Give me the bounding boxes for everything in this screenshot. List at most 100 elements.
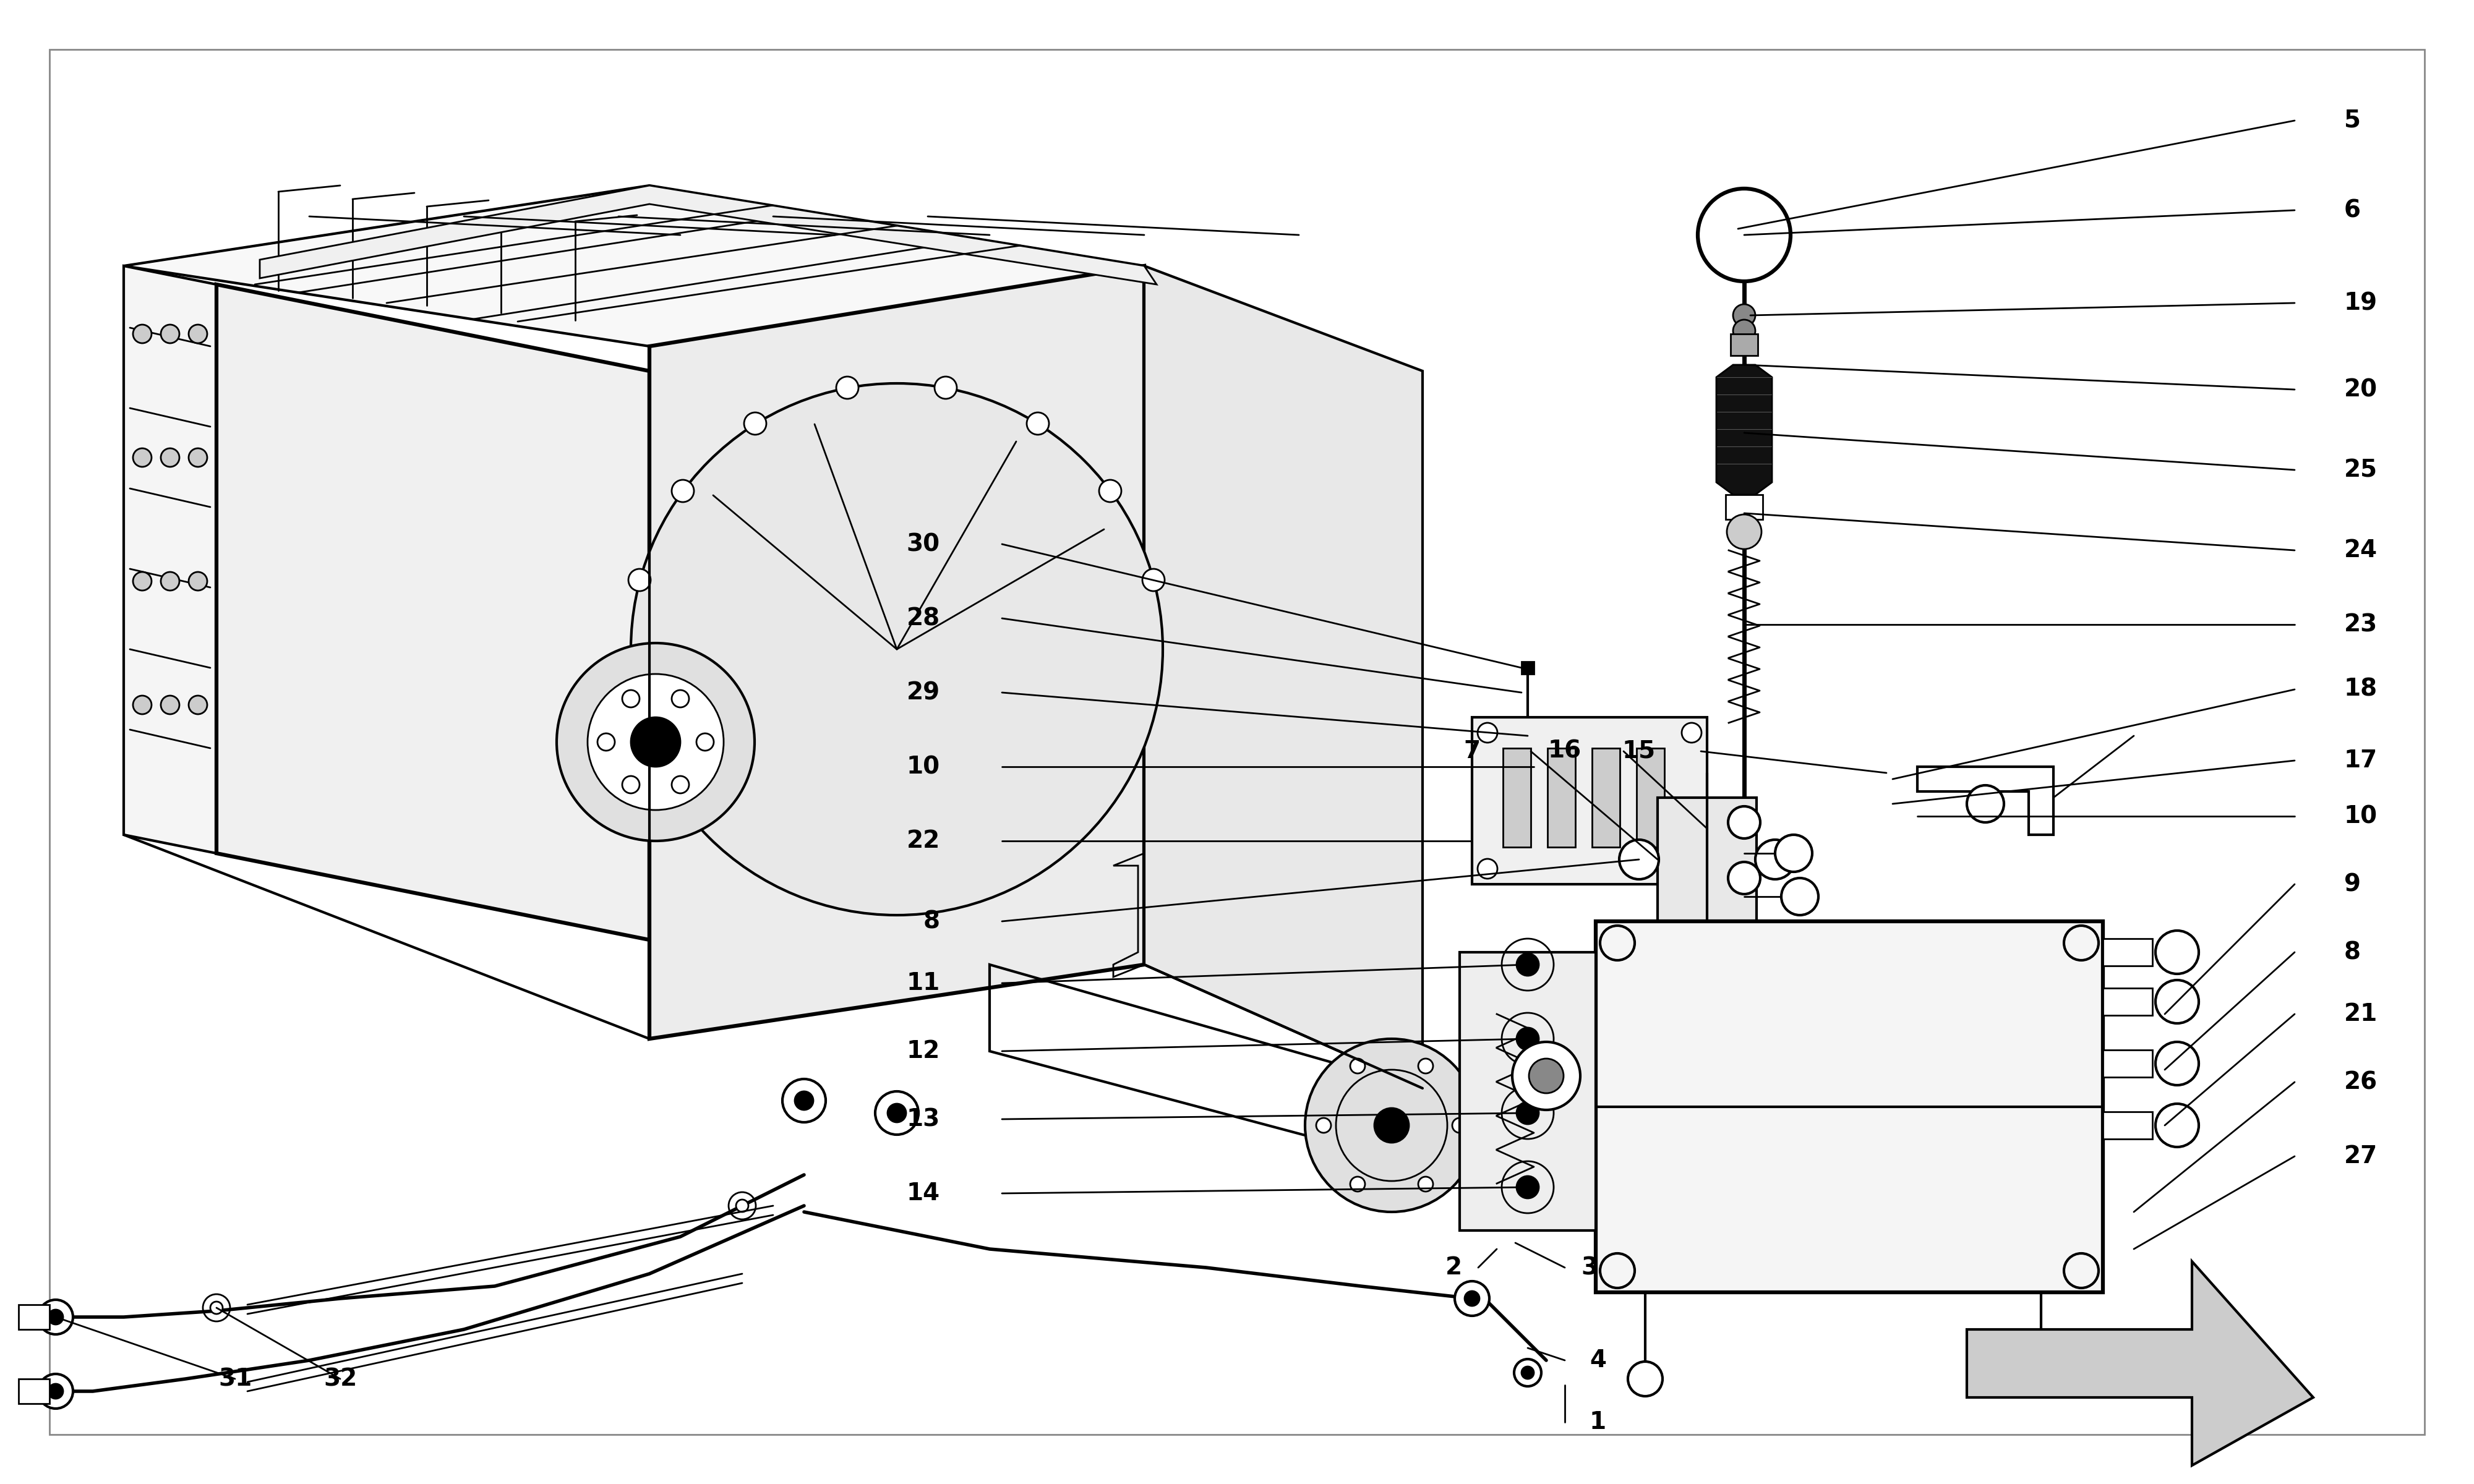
Text: 30: 30 [905,533,940,556]
Text: 26: 26 [2345,1070,2378,1094]
Circle shape [188,571,208,591]
Circle shape [1517,953,1539,976]
Circle shape [1618,840,1658,879]
Polygon shape [124,186,1143,346]
Circle shape [134,448,151,467]
Polygon shape [20,1304,49,1330]
Circle shape [2155,1104,2199,1147]
Text: 25: 25 [2345,459,2378,482]
Text: 27: 27 [2345,1144,2378,1168]
Text: 10: 10 [2345,804,2378,828]
Circle shape [1757,840,1796,879]
Circle shape [2155,1042,2199,1085]
Text: 14: 14 [905,1181,940,1205]
Text: 22: 22 [905,830,940,853]
Polygon shape [260,186,1158,285]
Circle shape [161,448,178,467]
Polygon shape [2103,1112,2152,1140]
Circle shape [188,696,208,714]
Circle shape [935,377,957,399]
Circle shape [49,1309,64,1324]
Text: 8: 8 [923,910,940,933]
Circle shape [888,1104,905,1122]
Circle shape [1727,806,1761,838]
Circle shape [1477,723,1497,742]
Polygon shape [1143,266,1423,1088]
Circle shape [628,568,651,591]
Circle shape [557,643,755,841]
Circle shape [836,377,858,399]
Circle shape [1418,1177,1432,1192]
Text: 5: 5 [2345,108,2360,132]
Text: 21: 21 [2345,1002,2378,1025]
Text: 8: 8 [2345,941,2360,965]
Circle shape [1967,785,2004,822]
Text: 32: 32 [324,1367,356,1391]
Circle shape [1512,1042,1581,1110]
Circle shape [1455,1281,1489,1316]
Text: 6: 6 [2345,199,2360,223]
Circle shape [1351,1177,1366,1192]
Polygon shape [124,266,218,853]
Circle shape [1529,1058,1564,1094]
Circle shape [1351,1058,1366,1073]
Circle shape [794,1091,814,1110]
Text: 16: 16 [1549,739,1581,763]
Circle shape [2155,979,2199,1024]
Circle shape [1727,862,1761,893]
Circle shape [161,325,178,343]
Polygon shape [1522,662,1534,674]
Circle shape [1732,304,1757,326]
Polygon shape [1727,494,1761,519]
Circle shape [40,1300,74,1334]
Circle shape [1517,1175,1539,1199]
Circle shape [1418,1058,1432,1073]
Text: 17: 17 [2345,749,2378,772]
Polygon shape [1732,334,1757,356]
Circle shape [1732,319,1757,341]
Circle shape [673,690,688,708]
Text: 31: 31 [218,1367,252,1391]
Circle shape [1776,834,1811,871]
Polygon shape [2103,988,2152,1015]
Text: 1: 1 [1588,1410,1606,1434]
Circle shape [188,448,208,467]
Circle shape [1682,859,1702,879]
Text: 2: 2 [1445,1255,1462,1279]
Text: 4: 4 [1588,1349,1606,1373]
Circle shape [737,1199,747,1212]
Circle shape [1517,1027,1539,1051]
Circle shape [1316,1117,1331,1132]
Polygon shape [1638,748,1665,847]
Text: 7: 7 [1465,739,1479,763]
Circle shape [2155,930,2199,974]
Circle shape [1682,723,1702,742]
Polygon shape [1596,922,2103,1293]
Circle shape [210,1301,223,1313]
Circle shape [1452,1117,1467,1132]
Text: 19: 19 [2345,291,2378,315]
Circle shape [49,1383,64,1398]
Polygon shape [1658,798,1757,922]
Polygon shape [1472,717,1707,884]
Circle shape [188,325,208,343]
Circle shape [623,690,638,708]
Circle shape [40,1374,74,1408]
Circle shape [673,479,693,502]
Circle shape [134,325,151,343]
Circle shape [589,674,722,810]
Polygon shape [2103,1051,2152,1077]
Text: 28: 28 [905,607,940,631]
Polygon shape [1593,748,1620,847]
Circle shape [2024,1362,2058,1396]
Polygon shape [1717,365,1771,494]
Circle shape [1027,413,1049,435]
Polygon shape [1549,748,1576,847]
Text: 15: 15 [1623,739,1655,763]
Polygon shape [648,266,1143,1039]
Circle shape [1143,568,1165,591]
Text: 23: 23 [2345,613,2378,637]
Text: 11: 11 [905,972,940,994]
Circle shape [698,733,713,751]
Text: 20: 20 [2345,378,2378,401]
